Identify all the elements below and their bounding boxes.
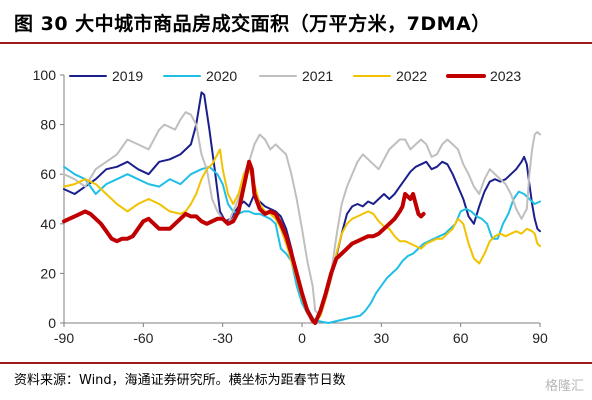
x-tick-label: -60 — [133, 330, 153, 346]
y-tick-label: 80 — [40, 117, 56, 133]
legend-label-2021: 2021 — [302, 68, 333, 84]
y-tick-label: 40 — [40, 216, 56, 232]
x-tick-label: 0 — [298, 330, 306, 346]
source-note: 资料来源：Wind，海通证券研究所。横坐标为距春节日数 — [14, 373, 346, 388]
chart-legend: 2019 2020 2021 2022 2023 — [69, 68, 521, 84]
y-tick-label: 60 — [40, 166, 56, 182]
x-tick-label: 60 — [453, 330, 469, 346]
legend-label-2023: 2023 — [490, 68, 521, 84]
source-divider — [0, 362, 592, 364]
legend-label-2019: 2019 — [112, 68, 143, 84]
title-bar: 图 30 大中城市商品房成交面积（万平方米，7DMA） — [0, 0, 592, 44]
y-tick-label: 0 — [48, 315, 56, 331]
series-line-2023 — [62, 159, 426, 325]
x-tick-label: 90 — [532, 330, 548, 346]
chart-title: 图 30 大中城市商品房成交面积（万平方米，7DMA） — [14, 13, 491, 35]
x-tick-label: 30 — [374, 330, 390, 346]
line-chart: 0 20 40 60 80 100 -90 -60 -30 0 30 60 90 2019 2020 202… — [33, 67, 548, 346]
x-tick-label: -90 — [54, 330, 74, 346]
legend-label-2020: 2020 — [206, 68, 237, 84]
x-tick-label: -30 — [213, 330, 233, 346]
chart-axes: 0 20 40 60 80 100 -90 -60 -30 0 30 60 90 — [33, 67, 548, 346]
y-tick-label: 100 — [33, 67, 57, 83]
series-line-2020 — [63, 165, 541, 324]
series-layer — [62, 91, 541, 325]
y-tick-label: 20 — [40, 265, 56, 281]
watermark-logo: 格隆汇 — [544, 379, 584, 394]
legend-label-2022: 2022 — [396, 68, 427, 84]
series-line-2021 — [63, 111, 541, 317]
